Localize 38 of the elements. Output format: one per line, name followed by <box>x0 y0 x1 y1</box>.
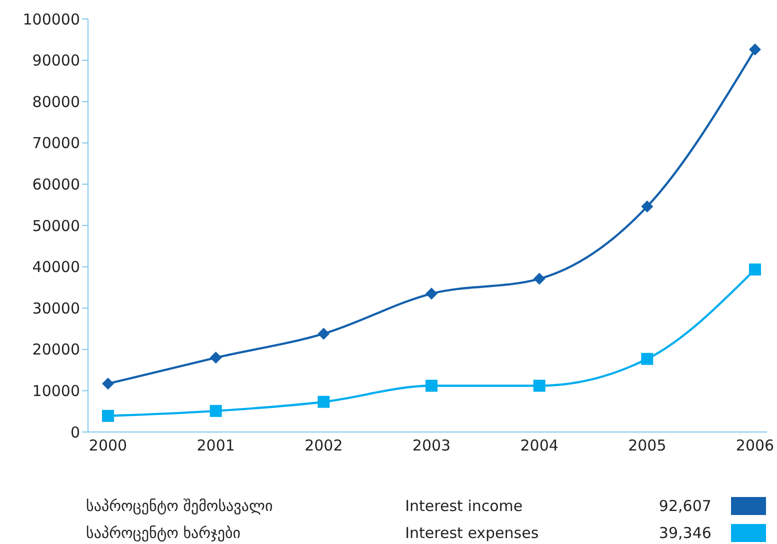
point <box>641 200 654 212</box>
x-tick-label: 2001 <box>196 436 235 455</box>
y-tick-label: 0 <box>70 423 80 442</box>
point <box>210 404 222 417</box>
y-tick-label: 80000 <box>32 92 80 111</box>
point <box>318 396 330 408</box>
y-tick-label: 100000 <box>22 10 80 28</box>
x-tick-label: 2000 <box>88 436 128 455</box>
point <box>426 288 438 300</box>
point <box>641 352 654 365</box>
y-tick-label: 10000 <box>32 382 80 400</box>
point <box>533 380 546 392</box>
y-tick-label: 20000 <box>32 340 80 359</box>
point <box>749 264 761 276</box>
x-tick-label: 2004 <box>520 436 558 455</box>
point <box>318 328 330 340</box>
point <box>102 378 114 390</box>
point <box>426 380 438 392</box>
y-tick-label: 40000 <box>32 258 80 276</box>
text: 39,346 <box>658 524 712 542</box>
text: საპროცენტო ხარჯები <box>86 524 242 542</box>
y-tick-label: 30000 <box>32 299 80 318</box>
point <box>749 44 761 56</box>
y-tick-label: 60000 <box>32 176 80 194</box>
x-tick-label: 2002 <box>304 436 343 455</box>
x-tick-label: 2003 <box>412 436 451 455</box>
y-tick-label: 70000 <box>32 134 80 152</box>
x-tick-label: 2006 <box>736 436 774 455</box>
text: Interest income <box>405 496 524 514</box>
text: საპროცენტო შემოსავალი <box>86 496 274 514</box>
point <box>102 410 114 422</box>
text: Interest expenses <box>405 524 540 542</box>
y-tick-label: 90000 <box>32 52 80 70</box>
text: 92,607 <box>658 496 712 514</box>
point <box>533 272 546 285</box>
point <box>210 352 222 364</box>
y-tick-label: 50000 <box>32 216 80 235</box>
x-tick-label: 2005 <box>628 436 666 455</box>
